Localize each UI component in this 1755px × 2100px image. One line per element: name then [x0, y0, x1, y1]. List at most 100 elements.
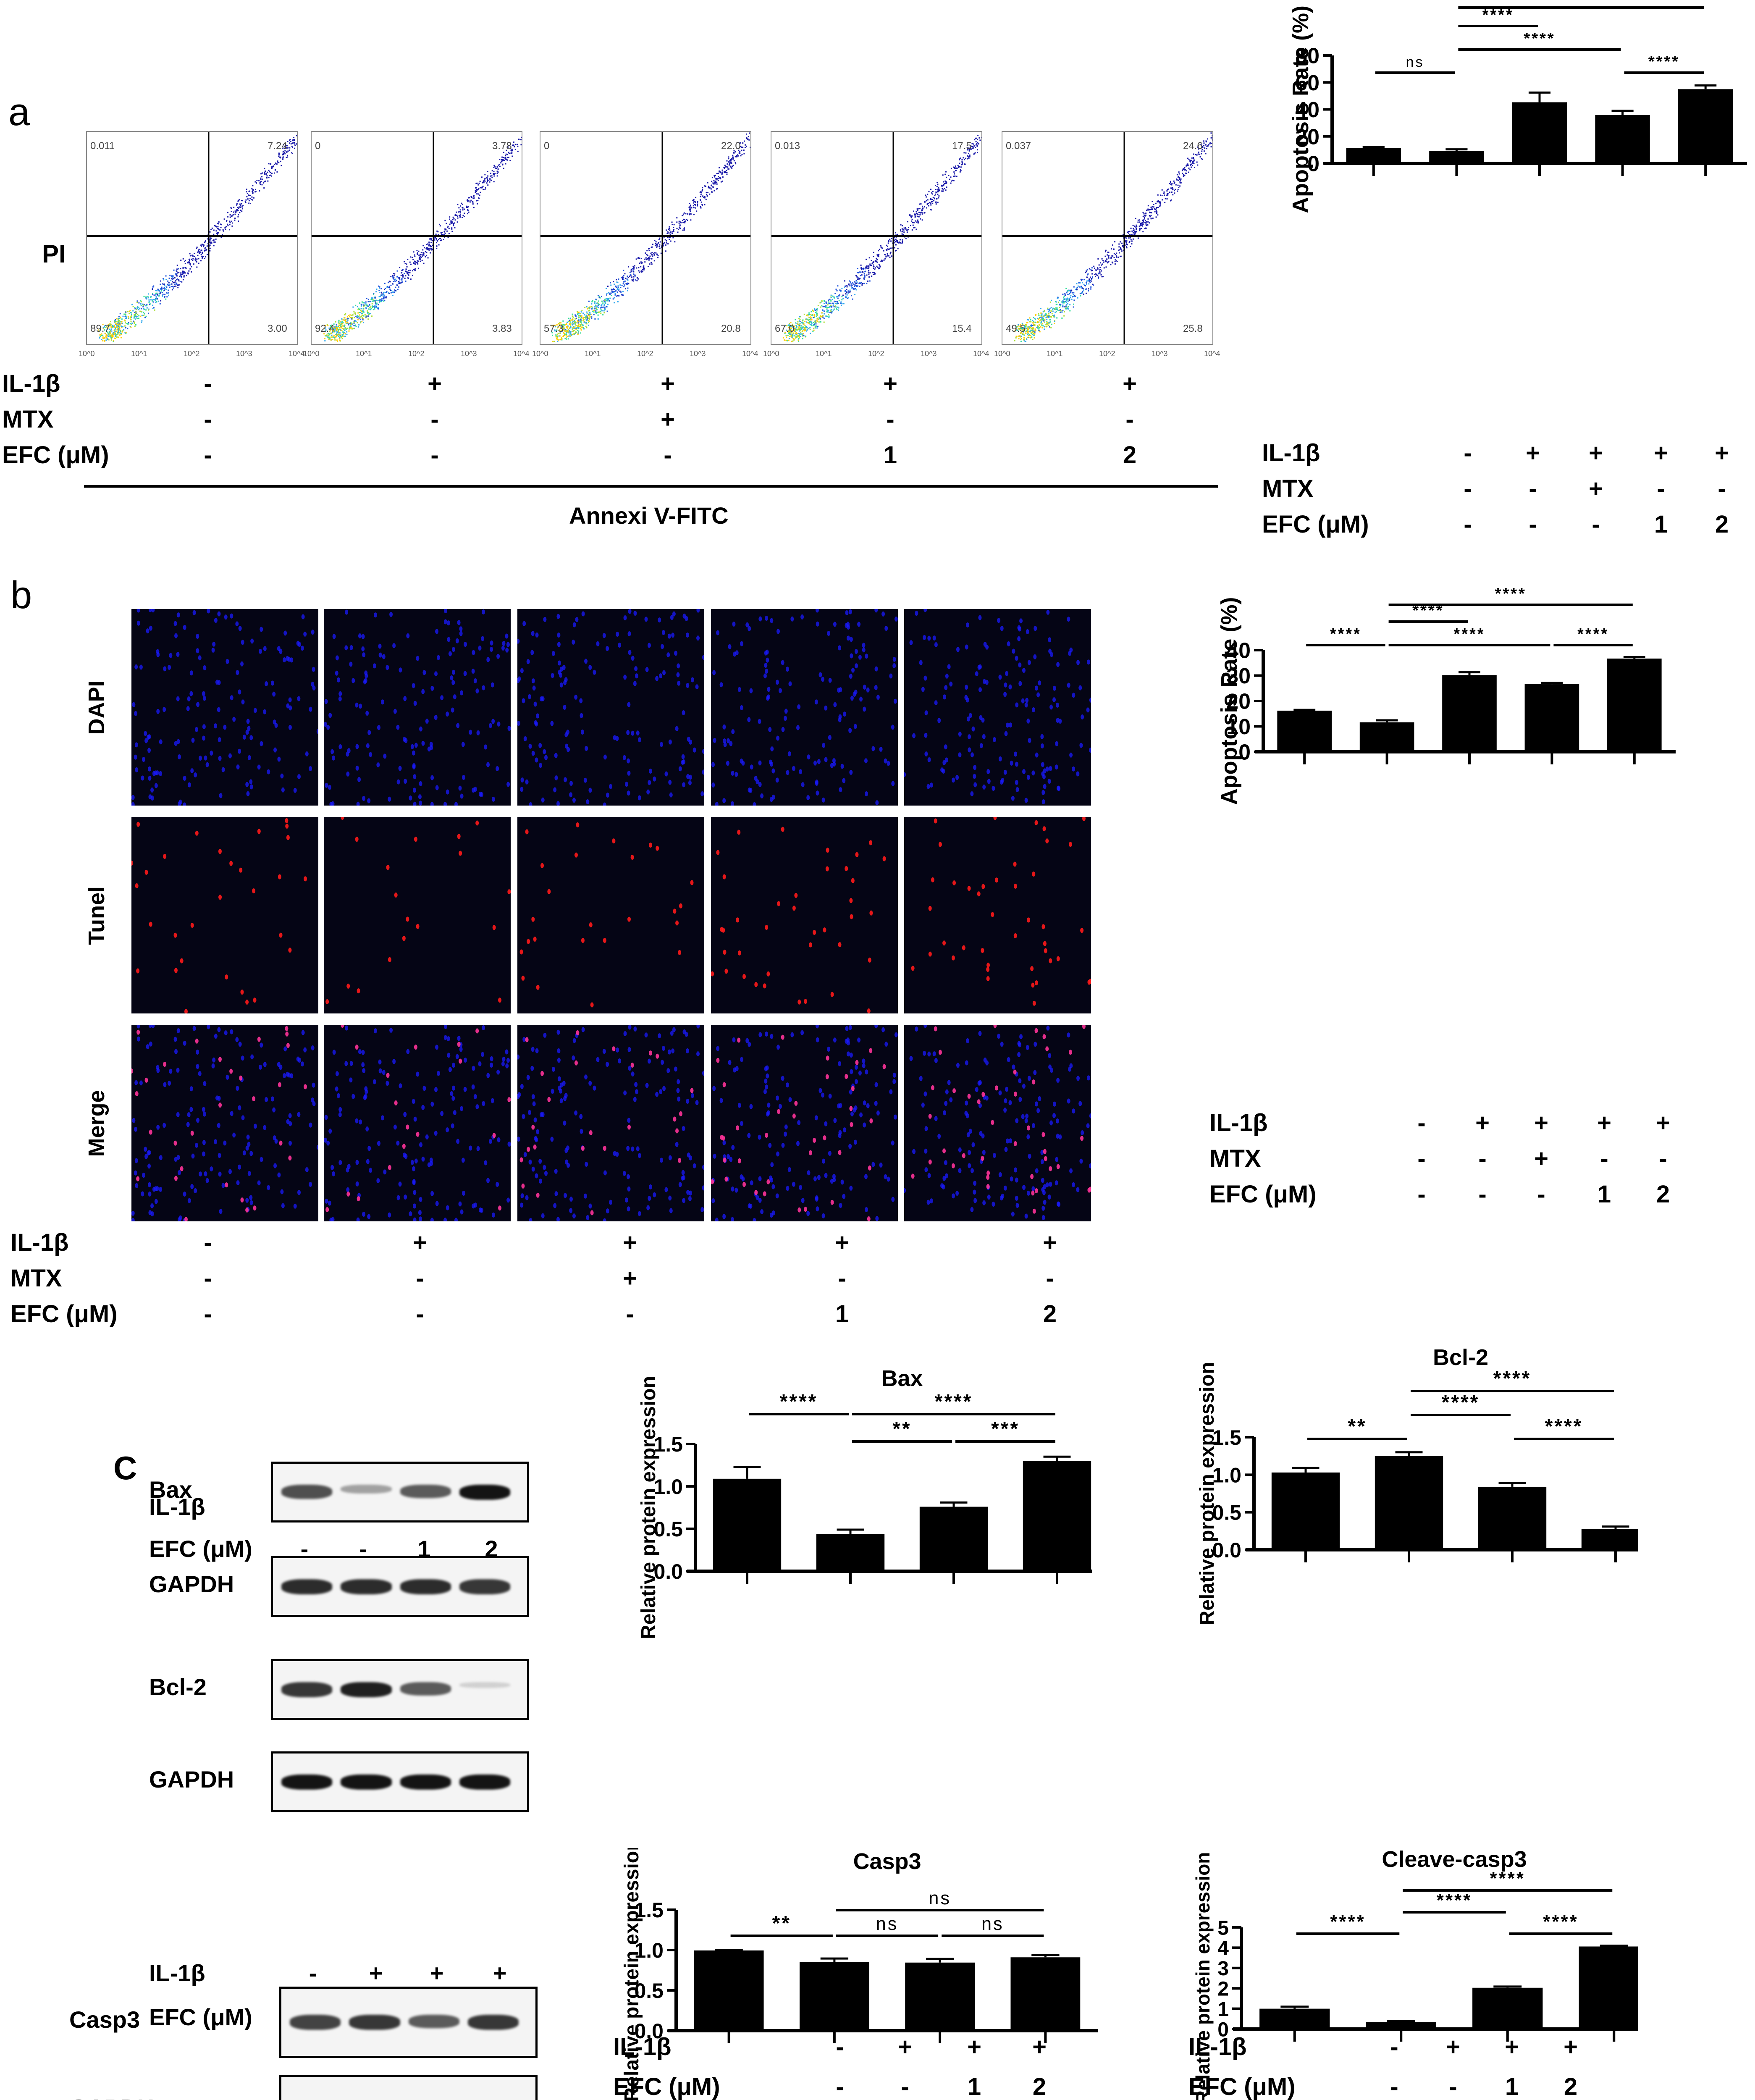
- svg-text:1: 1: [1217, 1998, 1229, 2021]
- cond-a-chart-cell: +: [1589, 475, 1603, 502]
- svg-text:****: ****: [1453, 625, 1485, 643]
- blot-band: [349, 2015, 400, 2030]
- svg-text:1.5: 1.5: [634, 1898, 664, 1922]
- cond-a-cell: -: [204, 406, 212, 433]
- pi-axis-label: PI: [42, 240, 66, 268]
- x-tick-label: 10^3: [461, 349, 477, 358]
- cond-b-chart-cell: 1: [1597, 1181, 1611, 1208]
- blot-gapdh: [279, 2075, 538, 2100]
- cond-b-chart-cell: +: [1534, 1145, 1548, 1172]
- cond-b-cell: -: [1046, 1265, 1054, 1292]
- micrograph-tunel: [131, 817, 318, 1013]
- blot-band: [341, 1774, 392, 1790]
- svg-text:ns: ns: [981, 1914, 1004, 1934]
- cond-b-chart-cell: -: [1537, 1181, 1545, 1208]
- cond-b-cell: 2: [1043, 1300, 1057, 1328]
- svg-text:60: 60: [1295, 71, 1320, 95]
- svg-text:****: ****: [935, 1391, 973, 1413]
- blot-bottom-label: GAPDH: [69, 2094, 154, 2100]
- svg-text:****: ****: [1577, 625, 1609, 643]
- x-tick-label: 10^4: [289, 349, 305, 358]
- cond-b-row-label: MTX: [10, 1265, 62, 1292]
- cond-b-cell: +: [413, 1229, 427, 1256]
- cond-b-chart-row-label: EFC (μM): [1209, 1181, 1317, 1208]
- svg-text:3: 3: [1217, 1958, 1229, 1980]
- blot-band: [290, 2015, 341, 2030]
- blot-band: [408, 2015, 459, 2029]
- cond-a-chart-cell: -: [1718, 475, 1726, 502]
- x-tick-label: 10^3: [690, 349, 706, 358]
- micrograph-dapi: [711, 609, 898, 806]
- cond-a-cell: +: [1123, 370, 1137, 397]
- micrograph-merge: [131, 1025, 318, 1221]
- cond-ccasp3-cell: +: [1563, 2033, 1578, 2061]
- cond-blot-bottom-row-label: IL-1β: [149, 1960, 205, 1986]
- blot-casp3: [279, 1987, 538, 2058]
- svg-text:Relative protein expression: Relative protein expression: [1196, 1362, 1218, 1625]
- cond-b-chart-cell: -: [1478, 1145, 1487, 1172]
- svg-text:ns: ns: [1406, 54, 1424, 70]
- blot-band: [400, 1484, 451, 1498]
- cond-a-cell: +: [883, 370, 897, 397]
- blot-band: [341, 1682, 392, 1697]
- blot-band: [467, 2015, 519, 2030]
- cond-b-cell: +: [835, 1229, 849, 1256]
- quadrant-value: 15.4: [952, 323, 972, 334]
- x-tick-label: 10^1: [131, 349, 147, 358]
- quadrant-value: 3.00: [268, 323, 287, 334]
- svg-text:****: ****: [1543, 1911, 1579, 1932]
- cond-b-chart-cell: 2: [1656, 1181, 1670, 1208]
- cond-a-cell: -: [430, 441, 439, 469]
- cond-a-chart-cell: 1: [1654, 511, 1668, 538]
- quadrant-value: 92.4: [315, 323, 335, 334]
- chart-apoptosis-tunel: 0 10 20 30 40 **** **** **** **** **** Apoptosis R…: [1197, 585, 1755, 1239]
- cond-ccasp3-cell: -: [1390, 2073, 1398, 2100]
- svg-text:40: 40: [1295, 98, 1320, 122]
- cond-a-chart-cell: -: [1592, 511, 1600, 538]
- cond-blot-bottom-cell: +: [430, 1960, 444, 1986]
- quadrant-value: 49.5: [1006, 323, 1026, 334]
- quadrant-value: 0.013: [775, 140, 800, 152]
- svg-text:1.0: 1.0: [1212, 1463, 1241, 1487]
- cond-a-chart-cell: +: [1526, 439, 1540, 467]
- svg-text:Cleave-casp3: Cleave-casp3: [1382, 1848, 1527, 1872]
- micrograph-tunel: [517, 817, 704, 1013]
- svg-text:20: 20: [1295, 125, 1320, 149]
- panel-label-c: C: [113, 1449, 137, 1486]
- quadrant-value: 0: [315, 140, 321, 152]
- micrograph-dapi: [517, 609, 704, 806]
- svg-text:Apoptosis Rate (%): Apoptosis Rate (%): [1288, 5, 1313, 213]
- chart-bcl2: 0.0 0.5 1.0 1.5 ** **** **** **** Relative prote…: [1176, 1344, 1667, 1861]
- cond-b-chart-row-label: MTX: [1209, 1145, 1261, 1172]
- x-tick-label: 10^1: [585, 349, 601, 358]
- svg-text:ns: ns: [876, 1914, 899, 1934]
- x-tick-label: 10^3: [236, 349, 252, 358]
- cond-b-cell: 1: [835, 1300, 849, 1328]
- blot-band: [400, 1774, 451, 1790]
- svg-text:0.5: 0.5: [1212, 1501, 1241, 1525]
- cond-a-cell: +: [428, 370, 442, 397]
- cond-b-cell: +: [623, 1265, 637, 1292]
- quadrant-value: 20.8: [721, 323, 741, 334]
- blot-top-label: Bcl-2: [149, 1673, 207, 1700]
- cond-a-chart-row-label: IL-1β: [1262, 439, 1320, 467]
- cond-b-chart-cell: -: [1417, 1109, 1426, 1137]
- svg-text:0.0: 0.0: [1212, 1538, 1241, 1562]
- svg-text:30: 30: [1226, 664, 1251, 688]
- x-tick-label: 10^1: [356, 349, 372, 358]
- blot-band: [400, 1579, 451, 1594]
- svg-text:Relative protein expression: Relative protein expression: [637, 1376, 660, 1639]
- cond-a-cell: +: [661, 370, 675, 397]
- svg-text:0.5: 0.5: [634, 1979, 664, 2003]
- micrograph-merge: [904, 1025, 1091, 1221]
- cond-casp3-cell: +: [1032, 2033, 1047, 2061]
- cond-a-chart-cell: -: [1529, 475, 1537, 502]
- svg-text:****: ****: [1330, 1911, 1366, 1932]
- quadrant-value: 0.037: [1006, 140, 1031, 152]
- svg-text:4: 4: [1217, 1937, 1229, 1960]
- micrograph-dapi: [904, 609, 1091, 806]
- cond-blot-bottom-cell: +: [493, 1960, 507, 1986]
- cond-b-cell: +: [1043, 1229, 1057, 1256]
- x-tick-label: 10^2: [184, 349, 200, 358]
- row-label-merge: Merge: [84, 1090, 109, 1157]
